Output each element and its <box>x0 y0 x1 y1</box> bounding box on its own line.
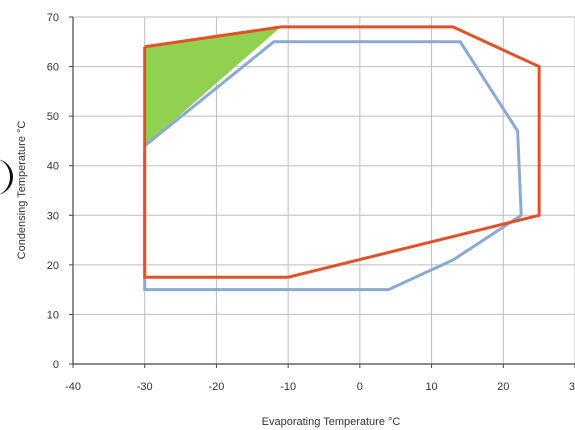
y-tick-label: 30 <box>47 210 59 222</box>
x-tick-label: -30 <box>137 381 153 393</box>
x-axis-title: Evaporating Temperature °C <box>262 416 401 428</box>
x-tick-label: 30 <box>569 381 575 393</box>
series-orange-envelope <box>143 25 541 279</box>
series-blue-envelope <box>143 40 523 292</box>
x-tick-label: 10 <box>425 381 437 393</box>
x-tick-label: -20 <box>208 381 224 393</box>
x-tick-label: 0 <box>357 381 363 393</box>
shaded-region <box>144 26 281 146</box>
cropped-bracket <box>0 159 13 195</box>
y-tick-label: 50 <box>47 111 59 123</box>
y-axis-title: Condensing Temperature °C <box>16 121 28 260</box>
y-tick-label: 0 <box>53 359 59 371</box>
y-tick-label: 10 <box>47 309 59 321</box>
y-tick-label: 70 <box>47 12 59 24</box>
x-tick-label: 20 <box>497 381 509 393</box>
y-tick-label: 20 <box>47 260 59 272</box>
x-tick-label: -10 <box>280 381 296 393</box>
y-tick-label: 40 <box>47 161 59 173</box>
y-tick-label: 60 <box>47 62 59 74</box>
x-tick-label: -40 <box>65 381 81 393</box>
